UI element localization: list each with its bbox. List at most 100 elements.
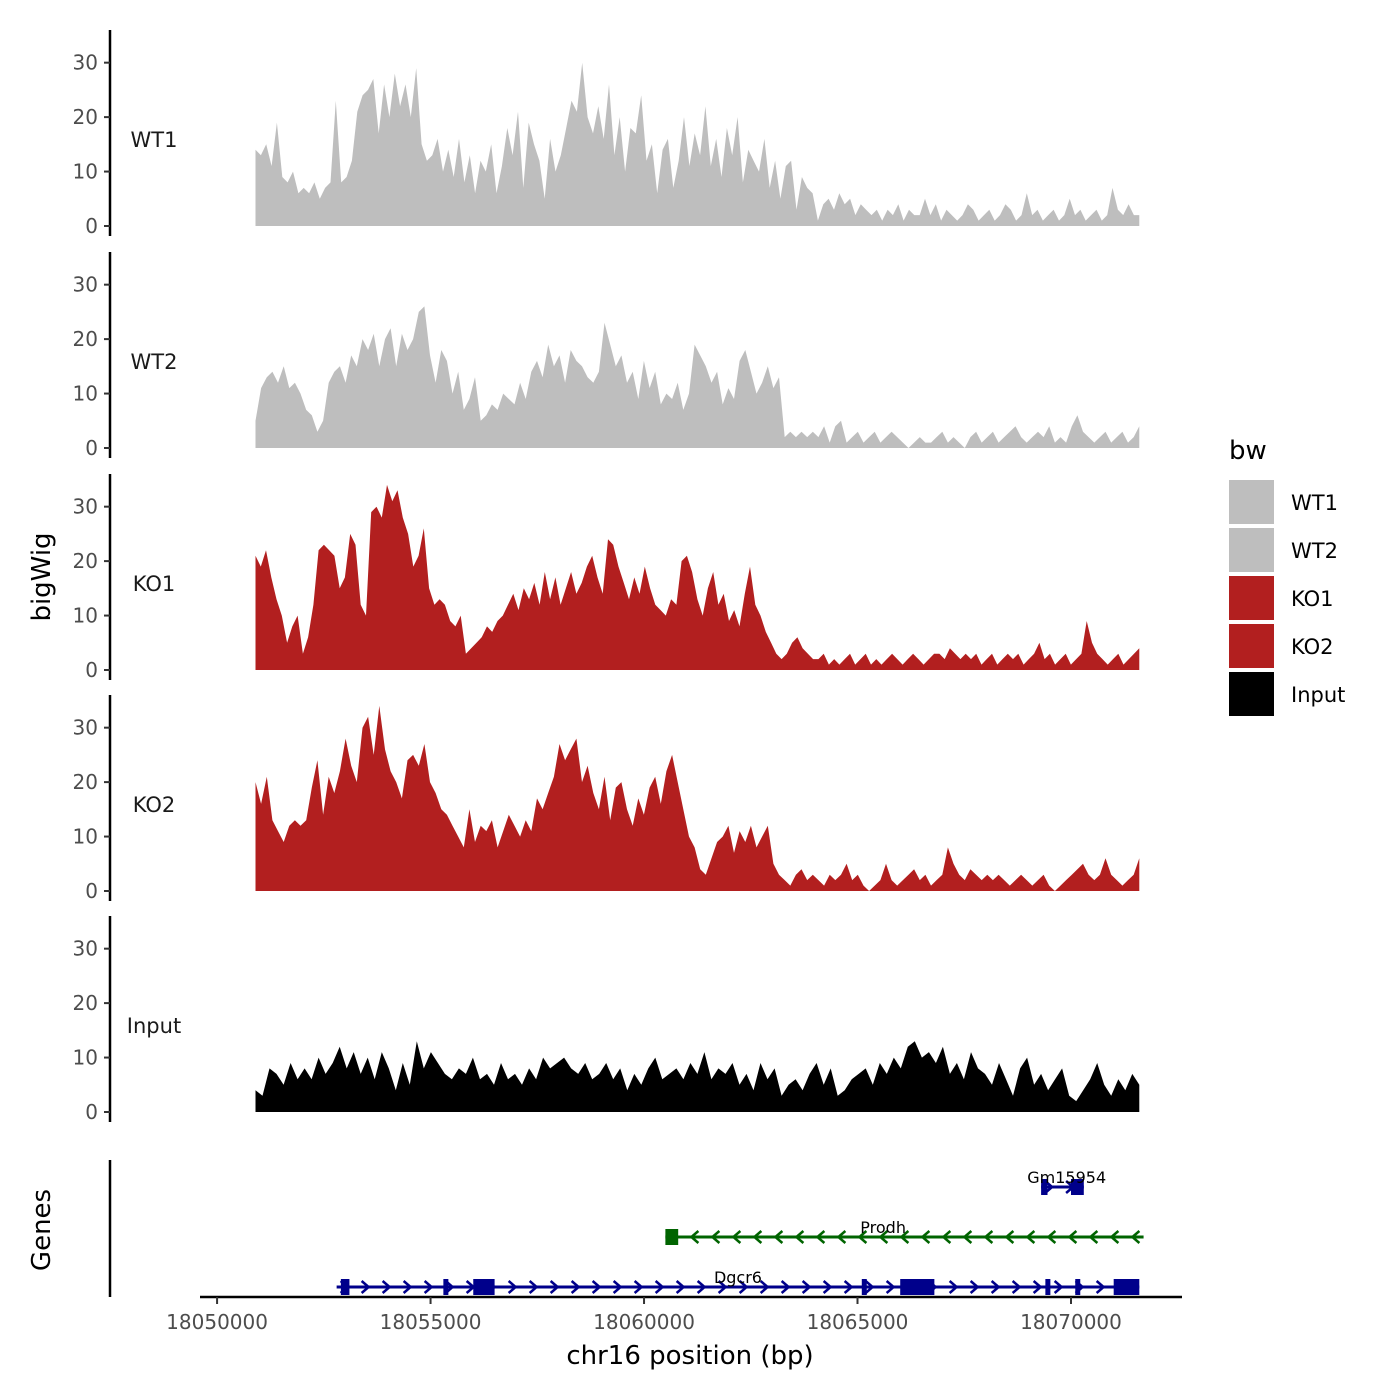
strand-arrow <box>857 1230 868 1244</box>
track-label-wt2: WT2 <box>131 350 178 374</box>
genes-track-title: Genes <box>27 1189 57 1271</box>
y-tick-label: 10 <box>73 1046 98 1070</box>
coverage-area-wt1 <box>255 62 1140 227</box>
y-tick-label: 0 <box>85 879 98 903</box>
track-ko2: 0 10 20 30 KO2 <box>73 695 1140 903</box>
y-tick-label: 10 <box>73 382 98 406</box>
gene-label: Gm15954 <box>1027 1168 1106 1187</box>
strand-arrow <box>885 1280 896 1294</box>
strand-arrow <box>1053 1280 1064 1294</box>
legend-swatch <box>1229 528 1274 572</box>
strand-arrow <box>1067 1230 1078 1244</box>
gene-exon <box>1041 1179 1048 1195</box>
track-wt1: 0 10 20 30 WT1 <box>73 30 1140 238</box>
x-tick-label: 18070000 <box>1020 1310 1122 1334</box>
strand-arrow <box>752 1230 763 1244</box>
gene-prodh: Prodh <box>665 1218 1144 1245</box>
track-label-ko2: KO2 <box>133 793 176 817</box>
y-tick-label: 30 <box>73 51 98 75</box>
strand-arrow <box>710 1230 721 1244</box>
strand-arrow <box>1095 1280 1106 1294</box>
strand-arrow <box>941 1230 952 1244</box>
strand-arrow <box>1109 1230 1120 1244</box>
coverage-area-wt2 <box>255 306 1140 448</box>
strand-arrow <box>1130 1230 1141 1244</box>
coverage-area-input <box>255 1041 1140 1112</box>
gene-exon <box>1113 1279 1140 1295</box>
track-label-input: Input <box>127 1014 181 1038</box>
strand-arrow <box>920 1230 931 1244</box>
gene-annotation-track: Gm15954 Prodh Dgcr6 <box>108 1160 1144 1297</box>
strand-arrow <box>1011 1280 1022 1294</box>
strand-arrow <box>990 1280 1001 1294</box>
legend-swatch <box>1229 480 1274 524</box>
legend-item-ko1: KO1 <box>1229 576 1334 620</box>
coverage-area-ko2 <box>255 705 1140 891</box>
strand-arrow <box>962 1230 973 1244</box>
strand-arrow <box>360 1280 371 1294</box>
strand-arrow <box>843 1280 854 1294</box>
strand-arrow <box>381 1280 392 1294</box>
coverage-area-ko1 <box>255 484 1140 670</box>
y-tick-label: 20 <box>73 105 98 129</box>
strand-arrow <box>689 1230 700 1244</box>
track-input: 0 10 20 30 Input <box>73 916 1140 1124</box>
strand-arrow <box>423 1280 434 1294</box>
legend-swatch <box>1229 624 1274 668</box>
legend-item-wt2: WT2 <box>1229 528 1338 572</box>
track-wt2: 0 10 20 30 WT2 <box>73 252 1140 460</box>
gene-gm15954: Gm15954 <box>1027 1168 1106 1195</box>
legend-item-ko2: KO2 <box>1229 624 1334 668</box>
y-tick-label: 20 <box>73 991 98 1015</box>
strand-arrow <box>612 1280 623 1294</box>
legend-swatch <box>1229 672 1274 716</box>
gene-exon <box>1070 1179 1084 1195</box>
strand-arrow <box>675 1280 686 1294</box>
gene-exon <box>1075 1279 1081 1295</box>
gene-dgcr6: Dgcr6 <box>336 1268 1140 1295</box>
y-tick-label: 20 <box>73 770 98 794</box>
gene-exon <box>443 1279 449 1295</box>
strand-arrow <box>864 1280 875 1294</box>
strand-arrow <box>948 1280 959 1294</box>
strand-arrow <box>633 1280 644 1294</box>
x-tick-label: 18050000 <box>166 1310 268 1334</box>
strand-arrow <box>773 1230 784 1244</box>
y-tick-label: 10 <box>73 604 98 628</box>
y-tick-label: 10 <box>73 160 98 184</box>
strand-arrow <box>1004 1230 1015 1244</box>
strand-arrow <box>591 1280 602 1294</box>
strand-arrow <box>528 1280 539 1294</box>
y-tick-label: 0 <box>85 1100 98 1124</box>
x-axis: 18050000 18055000 18060000 18065000 18070000 <box>166 1295 1182 1334</box>
strand-arrow <box>794 1230 805 1244</box>
x-tick-label: 18060000 <box>593 1310 695 1334</box>
track-ko1: 0 10 20 30 KO1 <box>73 474 1140 682</box>
y-tick-label: 30 <box>73 937 98 961</box>
coverage-tracks: 0 10 20 30 WT1 0 10 20 30 WT2 0 10 20 30 KO1 0 10 20 30 KO2… <box>73 30 1140 1124</box>
x-tick-label: 18055000 <box>380 1310 482 1334</box>
strand-arrow <box>1046 1230 1057 1244</box>
gene-exon <box>340 1279 350 1295</box>
y-tick-label: 20 <box>73 549 98 573</box>
y-tick-label: 30 <box>73 716 98 740</box>
legend: bw WT1 WT2 KO1 KO2 Input <box>1229 436 1345 716</box>
strand-arrow <box>738 1280 749 1294</box>
x-axis-title: chr16 position (bp) <box>566 1341 813 1371</box>
legend-title: bw <box>1229 436 1267 466</box>
legend-label: WT1 <box>1291 491 1338 515</box>
strand-arrow <box>899 1230 910 1244</box>
strand-arrow <box>1088 1230 1099 1244</box>
strand-arrow <box>570 1280 581 1294</box>
legend-item-input: Input <box>1229 672 1345 716</box>
y-tick-label: 0 <box>85 658 98 682</box>
strand-arrow <box>815 1230 826 1244</box>
strand-arrow <box>836 1230 847 1244</box>
y-tick-label: 30 <box>73 273 98 297</box>
strand-arrow <box>402 1280 413 1294</box>
y-tick-label: 10 <box>73 825 98 849</box>
gene-label: Prodh <box>860 1218 906 1237</box>
legend-label: KO2 <box>1291 635 1334 659</box>
strand-arrow <box>780 1280 791 1294</box>
